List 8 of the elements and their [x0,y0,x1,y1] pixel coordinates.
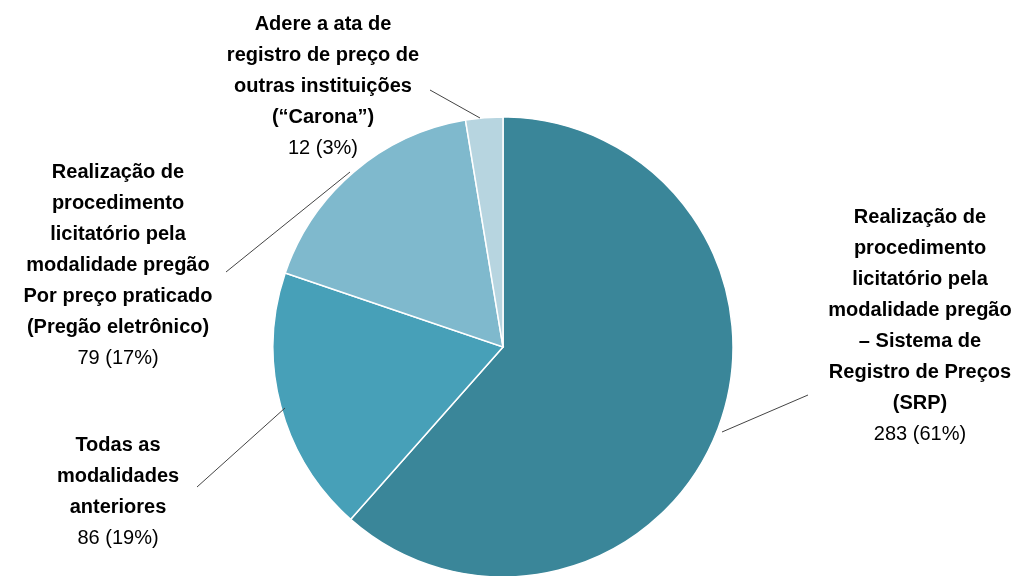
slice-label: Realização de procedimento licitatório pela modalidade pregão – Sistema de Registro de Preços (SRP) [828,205,1012,413]
slice-label: Adere a ata de registro de preço de outras instituições (“Carona”) [226,12,420,127]
data-label: 79 (17%) [77,346,159,368]
data-label: 12 (3%) [287,136,359,158]
data-label: 86 (19%) [77,526,159,548]
slice-label: Realização de procedimento licitatório pela modalidade pregão Por preço praticado (Pregão eletrônico) [23,160,213,337]
data-label: 283 (61%) [873,422,967,444]
slice-label: Todas as modalidades anteriores [56,433,180,517]
